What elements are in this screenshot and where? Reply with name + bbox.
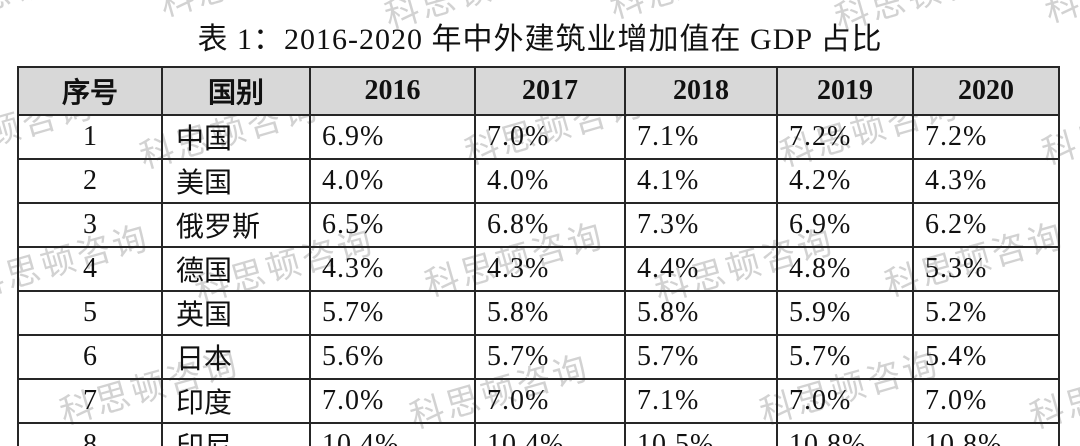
value-cell: 5.7% bbox=[474, 334, 626, 380]
table-row: 4 德国 4.3% 4.3% 4.4% 4.8% 5.3% bbox=[17, 246, 1060, 292]
table-row: 1 中国 6.9% 7.0% 7.1% 7.2% 7.2% bbox=[17, 114, 1060, 160]
header-year-2017: 2017 bbox=[474, 66, 626, 116]
value-cell: 4.3% bbox=[912, 158, 1060, 204]
seq-cell: 7 bbox=[17, 378, 163, 424]
seq-cell: 3 bbox=[17, 202, 163, 248]
country-cell: 英国 bbox=[161, 290, 311, 336]
value-cell: 4.3% bbox=[309, 246, 476, 292]
table-body: 1 中国 6.9% 7.0% 7.1% 7.2% 7.2% 2 美国 4.0% 4.0% 4.1% 4.… bbox=[17, 114, 1060, 446]
value-cell: 5.6% bbox=[309, 334, 476, 380]
value-cell: 7.2% bbox=[912, 114, 1060, 160]
value-cell: 7.0% bbox=[776, 378, 914, 424]
table-row: 8印尼10.4%10.4%10.5%10.8%10.8% bbox=[17, 422, 1060, 446]
value-cell: 5.3% bbox=[912, 246, 1060, 292]
value-cell: 6.5% bbox=[309, 202, 476, 248]
table-row: 2 美国 4.0% 4.0% 4.1% 4.2% 4.3% bbox=[17, 158, 1060, 204]
value-cell: 4.1% bbox=[624, 158, 778, 204]
value-cell: 7.0% bbox=[309, 378, 476, 424]
seq-cell: 2 bbox=[17, 158, 163, 204]
value-cell: 4.0% bbox=[309, 158, 476, 204]
table-row: 3 俄罗斯 6.5% 6.8% 7.3% 6.9% 6.2% bbox=[17, 202, 1060, 248]
table-row: 5 英国 5.7% 5.8% 5.8% 5.9% 5.2% bbox=[17, 290, 1060, 336]
value-cell: 6.8% bbox=[474, 202, 626, 248]
header-year-2016: 2016 bbox=[309, 66, 476, 116]
country-cell: 印度 bbox=[161, 378, 311, 424]
value-cell: 7.1% bbox=[624, 114, 778, 160]
value-cell: 7.0% bbox=[474, 378, 626, 424]
header-year-2019: 2019 bbox=[776, 66, 914, 116]
header-row: 序号 国别 2016 2017 2018 2019 2020 bbox=[17, 66, 1060, 116]
value-cell: 6.9% bbox=[776, 202, 914, 248]
value-cell: 6.2% bbox=[912, 202, 1060, 248]
header-year-2020: 2020 bbox=[912, 66, 1060, 116]
country-cell: 日本 bbox=[161, 334, 311, 380]
value-cell: 5.9% bbox=[776, 290, 914, 336]
value-cell: 5.7% bbox=[776, 334, 914, 380]
value-cell: 4.3% bbox=[474, 246, 626, 292]
gdp-share-table: 序号 国别 2016 2017 2018 2019 2020 1 中国 6.9% 7.… bbox=[17, 66, 1060, 446]
value-cell: 5.4% bbox=[912, 334, 1060, 380]
value-cell: 4.4% bbox=[624, 246, 778, 292]
country-cell: 中国 bbox=[161, 114, 311, 160]
value-cell: 4.8% bbox=[776, 246, 914, 292]
seq-cell: 5 bbox=[17, 290, 163, 336]
country-cell: 印尼 bbox=[161, 422, 311, 446]
value-cell: 7.0% bbox=[474, 114, 626, 160]
header-seq: 序号 bbox=[17, 66, 163, 116]
country-cell: 美国 bbox=[161, 158, 311, 204]
country-cell: 德国 bbox=[161, 246, 311, 292]
value-cell: 5.7% bbox=[624, 334, 778, 380]
value-cell: 4.0% bbox=[474, 158, 626, 204]
table-row: 7 印度 7.0% 7.0% 7.1% 7.0% 7.0% bbox=[17, 378, 1060, 424]
value-cell: 7.3% bbox=[624, 202, 778, 248]
value-cell: 5.7% bbox=[309, 290, 476, 336]
seq-cell: 1 bbox=[17, 114, 163, 160]
value-cell: 10.8% bbox=[776, 422, 914, 446]
value-cell: 10.8% bbox=[912, 422, 1060, 446]
value-cell: 10.4% bbox=[474, 422, 626, 446]
seq-cell: 6 bbox=[17, 334, 163, 380]
value-cell: 5.2% bbox=[912, 290, 1060, 336]
gdp-table-container: 序号 国别 2016 2017 2018 2019 2020 1 中国 6.9% 7.… bbox=[17, 66, 1060, 446]
value-cell: 4.2% bbox=[776, 158, 914, 204]
value-cell: 7.1% bbox=[624, 378, 778, 424]
value-cell: 5.8% bbox=[474, 290, 626, 336]
header-country: 国别 bbox=[161, 66, 311, 116]
seq-cell: 4 bbox=[17, 246, 163, 292]
value-cell: 10.5% bbox=[624, 422, 778, 446]
value-cell: 7.0% bbox=[912, 378, 1060, 424]
seq-cell: 8 bbox=[17, 422, 163, 446]
value-cell: 7.2% bbox=[776, 114, 914, 160]
country-cell: 俄罗斯 bbox=[161, 202, 311, 248]
value-cell: 5.8% bbox=[624, 290, 778, 336]
value-cell: 6.9% bbox=[309, 114, 476, 160]
table-caption: 表 1：2016-2020 年中外建筑业增加值在 GDP 占比 bbox=[197, 23, 883, 56]
value-cell: 10.4% bbox=[309, 422, 476, 446]
table-row: 6 日本 5.6% 5.7% 5.7% 5.7% 5.4% bbox=[17, 334, 1060, 380]
header-year-2018: 2018 bbox=[624, 66, 778, 116]
